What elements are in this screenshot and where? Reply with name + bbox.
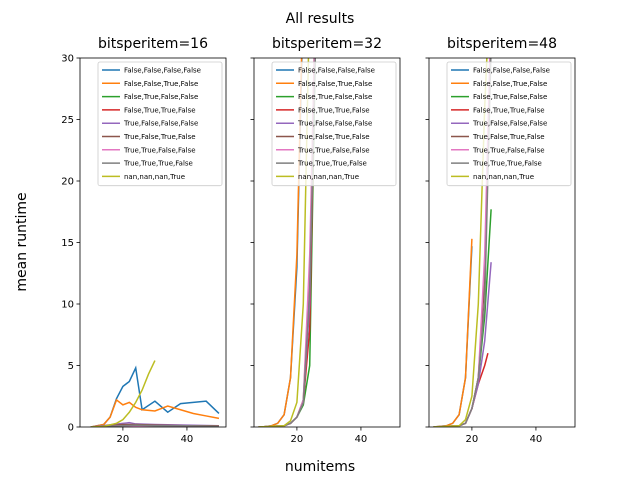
series-line <box>90 360 156 427</box>
x-tick-label: 20 <box>117 434 130 445</box>
y-tick-label: 10 <box>61 300 74 311</box>
legend-label: False,False,False,False <box>124 67 201 75</box>
legend-label: True,False,True,False <box>297 133 370 141</box>
y-tick-label: 25 <box>61 115 74 126</box>
series-line <box>90 398 220 427</box>
legend-label: True,False,False,False <box>472 120 547 128</box>
legend-box <box>271 61 397 187</box>
legend-label: nan,nan,nan,True <box>124 173 185 181</box>
y-tick-label: 20 <box>61 177 74 188</box>
legend-label: True,True,False,False <box>472 146 545 154</box>
legend-label: False,True,False,False <box>473 93 547 101</box>
axes-frame <box>253 57 401 428</box>
legend-label: False,True,True,False <box>298 106 370 114</box>
panel-title: bitsperitem=48 <box>447 36 557 52</box>
y-tick-label: 15 <box>61 238 74 249</box>
legend-label: True,True,True,False <box>123 160 193 168</box>
legend-label: False,False,True,False <box>298 80 372 88</box>
y-tick-label: 30 <box>61 54 74 65</box>
legend-label: True,True,False,False <box>297 146 370 154</box>
panel: bitsperitem=48 20 40 False,False,False,Fals… <box>425 36 576 445</box>
axes-frame <box>428 57 576 428</box>
axes-frame <box>79 57 227 428</box>
legend-label: True,False,True,False <box>472 133 545 141</box>
legend-label: True,False,True,False <box>123 133 196 141</box>
series-line <box>258 58 310 427</box>
series-line <box>90 424 219 427</box>
figure-title: All results <box>286 11 355 27</box>
panel-title: bitsperitem=16 <box>98 36 208 52</box>
legend-label: False,True,True,False <box>473 106 545 114</box>
legend-label: False,True,False,False <box>124 93 198 101</box>
legend-box <box>446 61 572 187</box>
y-tick-label: 5 <box>68 361 74 372</box>
x-tick-label: 40 <box>530 434 543 445</box>
panel: bitsperitem=16 20 40 0 5 10 15 20 25 30 False,Fals… <box>61 36 227 445</box>
legend-box <box>97 61 223 187</box>
legend-label: False,False,True,False <box>473 80 547 88</box>
x-axis-label: numitems <box>285 459 355 475</box>
legend-label: True,True,False,False <box>123 146 196 154</box>
legend-label: False,True,False,False <box>298 93 372 101</box>
legend-label: nan,nan,nan,True <box>298 173 359 181</box>
legend-label: False,True,True,False <box>124 106 196 114</box>
legend-label: True,False,False,False <box>123 120 198 128</box>
legend-label: True,True,True,False <box>297 160 367 168</box>
plot-area <box>90 360 220 427</box>
legend-label: False,False,False,False <box>473 67 550 75</box>
panel: bitsperitem=32 20 40 False,False,False,Fals… <box>250 36 401 445</box>
x-tick-label: 20 <box>466 434 479 445</box>
plot-area <box>433 58 492 427</box>
legend-label: False,False,False,False <box>298 67 375 75</box>
x-tick-label: 40 <box>181 434 194 445</box>
x-tick-label: 40 <box>355 434 368 445</box>
y-tick-label: 0 <box>68 423 74 434</box>
plot-area <box>258 58 316 427</box>
legend-label: False,False,True,False <box>124 80 198 88</box>
panel-title: bitsperitem=32 <box>272 36 382 52</box>
legend-label: nan,nan,nan,True <box>473 173 534 181</box>
y-axis-label: mean runtime <box>14 192 30 291</box>
legend-label: True,False,False,False <box>297 120 372 128</box>
x-tick-label: 20 <box>291 434 304 445</box>
legend-label: True,True,True,False <box>472 160 542 168</box>
